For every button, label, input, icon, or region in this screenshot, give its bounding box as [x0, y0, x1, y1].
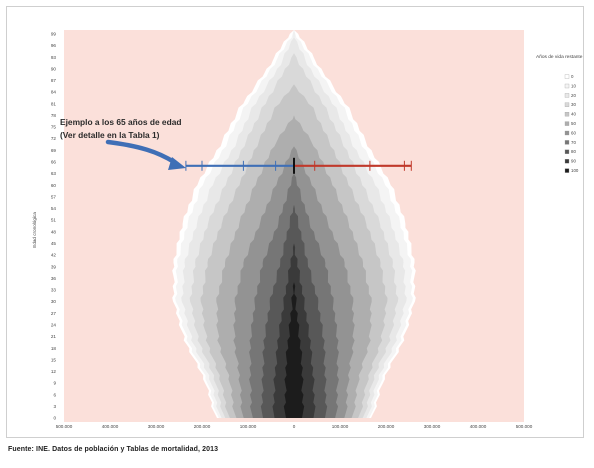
annotation-line-1: Ejemplo a los 65 años de edad: [60, 117, 181, 127]
legend-swatch-20: [564, 93, 570, 98]
legend-label-50: 50: [571, 121, 576, 126]
legend-label-40: 40: [571, 112, 576, 117]
legend-swatch-40: [564, 112, 570, 117]
y-tick-label: 54: [51, 206, 57, 211]
y-tick-label: 39: [51, 264, 57, 269]
y-tick-label: 21: [51, 334, 57, 339]
x-tick-label: 400.000: [470, 424, 487, 429]
legend-swatch-50: [564, 121, 570, 126]
x-tick-label: 0: [293, 424, 296, 429]
annotation-line-2: (Ver detalle en la Tabla 1): [60, 130, 160, 140]
y-tick-label: 78: [51, 113, 57, 118]
y-tick-label: 96: [51, 43, 57, 48]
x-tick-label: 300.000: [148, 424, 165, 429]
legend-label-0: 0: [571, 74, 574, 79]
y-tick-label: 18: [51, 346, 57, 351]
legend-label-90: 90: [571, 159, 576, 164]
legend-label-80: 80: [571, 149, 576, 154]
legend-swatch-100: [564, 168, 570, 173]
x-tick-label: 500.000: [56, 424, 73, 429]
y-tick-label: 72: [51, 136, 57, 141]
x-tick-label: 300.000: [424, 424, 441, 429]
y-tick-label: 84: [51, 90, 57, 95]
x-tick-label: 400.000: [102, 424, 119, 429]
y-tick-label: 66: [51, 160, 57, 165]
x-tick-label: 100.000: [240, 424, 257, 429]
y-tick-label: 99: [51, 31, 57, 36]
y-axis: 0369121518212427303336394245485154576063…: [51, 31, 57, 420]
y-axis-label: Edad cronológica: [32, 212, 37, 248]
x-tick-label: 500.000: [516, 424, 533, 429]
band-100: [283, 30, 305, 418]
legend-swatch-80: [564, 149, 570, 154]
y-tick-label: 60: [51, 183, 57, 188]
y-tick-label: 36: [51, 276, 57, 281]
example-annotation: Ejemplo a los 65 años de edad (Ver detal…: [60, 117, 412, 174]
y-tick-label: 51: [51, 218, 57, 223]
y-tick-label: 57: [51, 194, 57, 199]
y-tick-label: 15: [51, 357, 57, 362]
legend-title: Años de vida restante: [536, 54, 583, 60]
y-tick-label: 30: [51, 299, 57, 304]
x-axis: 500.000 400.000 300.000 200.000 100.000 0 100.…: [56, 424, 533, 429]
legend-label-60: 60: [571, 130, 576, 135]
population-pyramid-chart: 500.000 400.000 300.000 200.000 100.000 0 100.…: [32, 30, 583, 429]
y-tick-label: 69: [51, 148, 57, 153]
y-tick-label: 45: [51, 241, 57, 246]
y-tick-label: 42: [51, 253, 57, 258]
x-tick-label: 100.000: [332, 424, 349, 429]
y-tick-label: 6: [53, 392, 56, 397]
legend-label-100: 100: [571, 168, 579, 173]
y-tick-label: 90: [51, 66, 57, 71]
annotation-arrowhead: [168, 157, 186, 170]
band-90: [272, 30, 316, 418]
y-tick-label: 87: [51, 78, 57, 83]
y-tick-label: 27: [51, 311, 57, 316]
y-tick-label: 9: [53, 381, 56, 386]
x-tick-label: 200.000: [194, 424, 211, 429]
legend-swatch-10: [564, 83, 570, 89]
x-tick-label: 200.000: [378, 424, 395, 429]
legend: Años de vida restante 0 10 20 30 40 50 60 70 80 9…: [536, 54, 583, 173]
y-tick-label: 81: [51, 101, 57, 106]
legend-swatch-90: [564, 159, 570, 164]
age-bands: [172, 30, 416, 418]
legend-label-70: 70: [571, 140, 576, 145]
legend-label-10: 10: [571, 83, 576, 88]
y-tick-label: 48: [51, 229, 57, 234]
legend-label-30: 30: [571, 102, 576, 107]
legend-swatch-70: [564, 140, 570, 145]
y-tick-label: 75: [51, 125, 57, 130]
legend-label-20: 20: [571, 93, 576, 98]
legend-swatch-0: [564, 74, 570, 79]
y-tick-label: 24: [51, 322, 57, 327]
legend-swatch-30: [564, 102, 570, 107]
y-tick-label: 12: [51, 369, 57, 374]
source-note: Fuente: INE. Datos de población y Tablas…: [8, 446, 219, 453]
y-tick-label: 63: [51, 171, 57, 176]
y-tick-label: 3: [53, 404, 56, 409]
annotation-arrow: [105, 139, 177, 165]
y-tick-label: 33: [51, 288, 57, 293]
legend-swatch-60: [564, 130, 570, 136]
y-tick-label: 93: [51, 55, 57, 60]
band-80: [260, 30, 328, 418]
y-tick-label: 0: [53, 416, 56, 421]
